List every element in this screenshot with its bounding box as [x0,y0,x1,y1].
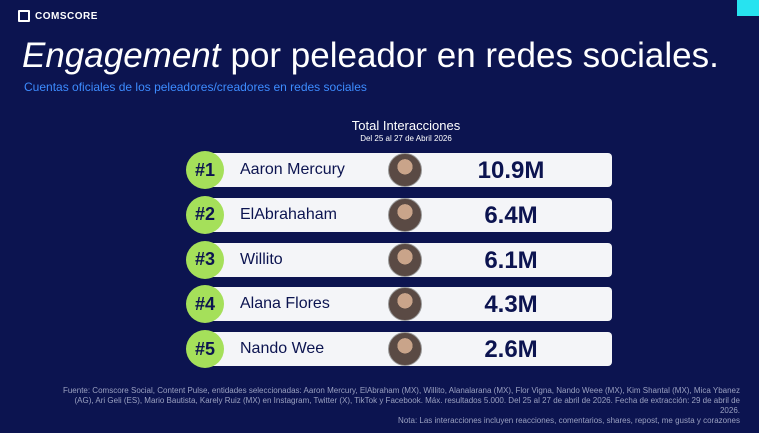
interactions-value: 10.9M [477,157,545,184]
rank-badge: #1 [186,151,224,189]
fighter-name: Aaron Mercury [240,161,345,178]
footnote-note: Nota: Las interacciones incluyen reaccio… [398,416,740,425]
fighter-name: ElAbrahaham [240,205,337,223]
title: Engagement por peleador en redes sociales… [22,36,719,76]
interactions-value: 2.6M [484,336,538,364]
brand-text: COMSCORE [35,10,98,22]
ranking-row: #4 Alana Flores 4.3M [186,285,614,324]
avatar [388,287,422,322]
subtitle: Cuentas oficiales de los peleadores/crea… [24,80,367,94]
avatar [388,197,422,232]
table-subtitle: Del 25 al 27 de Abril 2026 [360,134,452,143]
rank-badge: #4 [186,285,224,324]
fighter-name: Nando Wee [240,340,325,358]
avatar [388,153,422,187]
title-rest: por peleador en redes sociales. [230,36,719,75]
ranking-row: #1 Aaron Mercury 10.9M [186,151,614,189]
title-emphasis: Engagement [22,36,221,75]
interactions-value: 6.1M [484,246,538,274]
ranking-row: #3 Willito 6.1M [186,240,614,279]
rank-badge: #5 [186,330,224,369]
interactions-value: 6.4M [484,201,538,229]
ranking-row: #2 ElAbrahaham 6.4M [186,195,614,234]
footnote: Fuente: Comscore Social, Content Pulse, … [60,386,740,426]
brand: COMSCORE [18,10,98,22]
fighter-name: Willito [240,250,283,268]
avatar [388,332,422,367]
interactions-value: 4.3M [484,291,538,319]
ranking-row: #5 Nando Wee 2.6M [186,330,614,369]
fighter-name: Alana Flores [240,295,330,313]
rank-badge: #2 [186,195,224,234]
table-title: Total Interacciones [351,118,461,133]
rank-badge: #3 [186,240,224,279]
footnote-source: Fuente: Comscore Social, Content Pulse, … [62,386,740,415]
corner-accent [737,0,759,16]
avatar [388,242,422,277]
